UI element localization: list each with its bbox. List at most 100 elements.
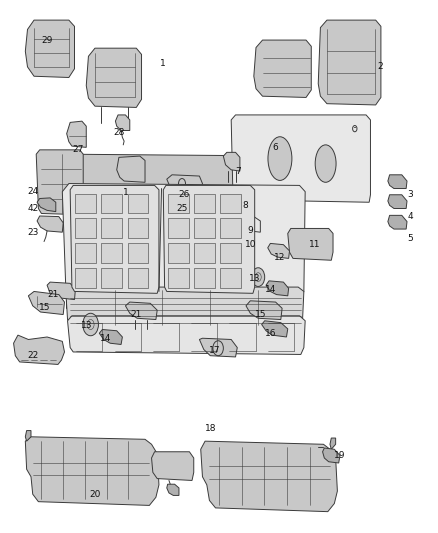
Bar bbox=[194, 193, 215, 214]
Bar bbox=[220, 219, 241, 238]
Polygon shape bbox=[152, 452, 194, 480]
Polygon shape bbox=[47, 282, 75, 300]
Polygon shape bbox=[223, 152, 240, 171]
Bar bbox=[127, 244, 148, 263]
Text: 12: 12 bbox=[274, 253, 286, 262]
Bar bbox=[220, 193, 241, 214]
Text: 21: 21 bbox=[47, 290, 58, 299]
Bar bbox=[220, 269, 241, 288]
Text: 20: 20 bbox=[89, 490, 101, 499]
Bar bbox=[75, 244, 96, 263]
Bar bbox=[102, 193, 122, 214]
Text: 13: 13 bbox=[249, 274, 261, 283]
Text: 25: 25 bbox=[177, 204, 188, 213]
Text: 4: 4 bbox=[408, 212, 413, 221]
Text: 15: 15 bbox=[39, 303, 51, 312]
Bar bbox=[168, 244, 188, 263]
Polygon shape bbox=[330, 438, 336, 449]
Polygon shape bbox=[254, 40, 311, 98]
Bar bbox=[194, 219, 215, 238]
Polygon shape bbox=[268, 244, 290, 259]
Text: 3: 3 bbox=[408, 190, 413, 199]
Bar bbox=[168, 193, 188, 214]
Text: 14: 14 bbox=[100, 334, 112, 343]
Polygon shape bbox=[99, 329, 122, 344]
Text: 16: 16 bbox=[265, 329, 276, 338]
Text: 8: 8 bbox=[242, 201, 248, 211]
Text: 15: 15 bbox=[254, 310, 266, 319]
Polygon shape bbox=[116, 115, 130, 131]
Bar bbox=[102, 244, 122, 263]
Polygon shape bbox=[125, 302, 157, 319]
Polygon shape bbox=[14, 335, 64, 365]
Text: 28: 28 bbox=[113, 128, 124, 137]
Ellipse shape bbox=[315, 145, 336, 182]
Polygon shape bbox=[25, 431, 31, 441]
Bar bbox=[127, 269, 148, 288]
Bar bbox=[168, 269, 188, 288]
Text: 5: 5 bbox=[408, 234, 413, 243]
Polygon shape bbox=[167, 484, 179, 496]
Polygon shape bbox=[66, 287, 304, 327]
Bar bbox=[102, 219, 122, 238]
Polygon shape bbox=[28, 292, 64, 314]
Text: 17: 17 bbox=[209, 346, 220, 355]
Polygon shape bbox=[70, 185, 159, 293]
Polygon shape bbox=[167, 175, 202, 193]
Text: 27: 27 bbox=[72, 146, 83, 155]
Text: 14: 14 bbox=[265, 285, 276, 294]
Text: 42: 42 bbox=[27, 204, 39, 213]
Polygon shape bbox=[117, 156, 145, 182]
Polygon shape bbox=[388, 195, 407, 208]
Text: 23: 23 bbox=[27, 228, 39, 237]
Polygon shape bbox=[288, 229, 333, 260]
Text: 1: 1 bbox=[159, 59, 165, 68]
Text: 22: 22 bbox=[27, 351, 39, 360]
Bar bbox=[194, 244, 215, 263]
Bar bbox=[127, 193, 148, 214]
Bar bbox=[75, 193, 96, 214]
Polygon shape bbox=[266, 281, 289, 296]
Polygon shape bbox=[37, 216, 63, 232]
Text: 9: 9 bbox=[247, 227, 253, 236]
Polygon shape bbox=[62, 183, 305, 300]
Bar bbox=[168, 219, 188, 238]
Bar bbox=[102, 269, 122, 288]
Text: 29: 29 bbox=[42, 36, 53, 45]
Text: 13: 13 bbox=[81, 321, 92, 330]
Polygon shape bbox=[64, 154, 303, 192]
Text: 18: 18 bbox=[205, 424, 216, 433]
Text: 6: 6 bbox=[273, 143, 279, 152]
Bar bbox=[194, 269, 215, 288]
Polygon shape bbox=[322, 448, 340, 463]
Text: 1: 1 bbox=[123, 188, 128, 197]
Polygon shape bbox=[318, 20, 381, 105]
Polygon shape bbox=[67, 121, 86, 147]
Polygon shape bbox=[199, 338, 237, 357]
Text: 11: 11 bbox=[309, 240, 321, 249]
Polygon shape bbox=[86, 48, 141, 108]
Text: 26: 26 bbox=[179, 190, 190, 199]
Polygon shape bbox=[388, 175, 407, 189]
Circle shape bbox=[252, 268, 265, 286]
Polygon shape bbox=[201, 441, 337, 512]
Text: 2: 2 bbox=[377, 62, 383, 71]
Polygon shape bbox=[237, 191, 254, 207]
Polygon shape bbox=[388, 215, 407, 229]
Bar bbox=[220, 244, 241, 263]
Ellipse shape bbox=[268, 137, 292, 180]
Text: 7: 7 bbox=[236, 166, 241, 175]
Polygon shape bbox=[231, 115, 371, 202]
Bar bbox=[127, 219, 148, 238]
Polygon shape bbox=[246, 301, 282, 319]
Text: 10: 10 bbox=[244, 240, 256, 249]
Text: 19: 19 bbox=[334, 451, 346, 460]
Polygon shape bbox=[37, 198, 56, 212]
Polygon shape bbox=[261, 321, 288, 337]
Polygon shape bbox=[163, 185, 254, 293]
Circle shape bbox=[83, 313, 99, 336]
Polygon shape bbox=[67, 316, 305, 354]
Bar bbox=[75, 219, 96, 238]
Polygon shape bbox=[25, 20, 74, 77]
Text: 21: 21 bbox=[131, 310, 142, 319]
